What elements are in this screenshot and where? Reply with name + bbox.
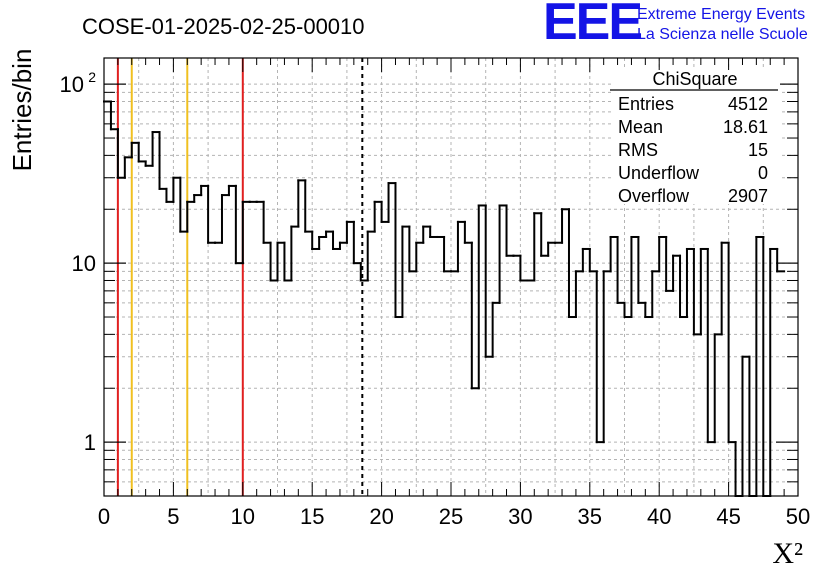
stats-title: ChiSquare: [652, 69, 737, 89]
stats-box: ChiSquare Entries 4512 Mean 18.61 RMS 15…: [610, 69, 780, 206]
histogram-series: [103, 100, 786, 497]
logo-line-2: La Scienza nelle Scuole: [637, 26, 808, 43]
x-tick-label: 20: [369, 504, 393, 529]
y-tick-label: 10: [72, 251, 96, 276]
logo-line-1: Extreme Energy Events: [637, 6, 805, 23]
x-tick-label: 45: [716, 504, 740, 529]
stats-row-value: 18.61: [723, 117, 768, 137]
stats-row-label: Mean: [618, 117, 663, 137]
stats-row-value: 4512: [728, 94, 768, 114]
logo-mark: EEE: [543, 0, 641, 51]
y-tick-label: 10: [60, 72, 84, 97]
y-tick-label: 1: [84, 430, 96, 455]
chart-title: COSE-01-2025-02-25-00010: [82, 14, 365, 39]
x-tick-label: 0: [98, 504, 110, 529]
x-tick-label: 10: [231, 504, 255, 529]
x-tick-label: 25: [439, 504, 463, 529]
stats-row-label: Underflow: [618, 163, 700, 183]
x-tick-label: 5: [167, 504, 179, 529]
y-tick-exponent: 2: [88, 69, 96, 85]
threshold-lines: [116, 58, 364, 496]
stats-row-value: 15: [748, 140, 768, 160]
x-axis-label: X²: [772, 537, 803, 570]
stats-row-label: Overflow: [618, 186, 690, 206]
x-tick-label: 40: [647, 504, 671, 529]
x-tick-label: 30: [508, 504, 532, 529]
y-axis-label: Entries/bin: [7, 49, 37, 172]
stats-row-label: Entries: [618, 94, 674, 114]
stats-row-value: 0: [758, 163, 768, 183]
x-tick-label: 15: [300, 504, 324, 529]
logo: EEE Extreme Energy Events La Scienza nel…: [543, 0, 808, 51]
x-tick-label: 35: [578, 504, 602, 529]
stats-row-label: RMS: [618, 140, 658, 160]
x-tick-label: 50: [786, 504, 810, 529]
stats-row-value: 2907: [728, 186, 768, 206]
stats-box-background: [612, 70, 780, 204]
